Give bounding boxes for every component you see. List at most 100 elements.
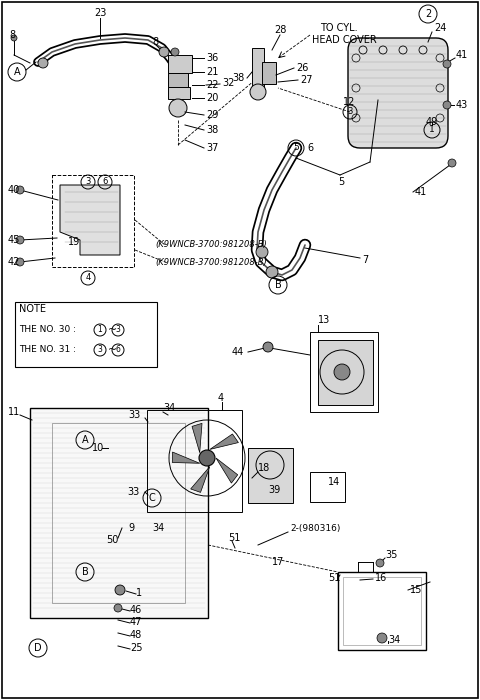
Text: 4: 4 — [218, 393, 224, 403]
Text: 50: 50 — [106, 535, 119, 545]
Text: 51: 51 — [228, 533, 240, 543]
Bar — [15, 302, 157, 367]
Text: 41: 41 — [415, 187, 427, 197]
Text: 20: 20 — [206, 93, 218, 103]
Text: C: C — [149, 493, 156, 503]
Bar — [52, 423, 185, 603]
Text: 3: 3 — [116, 326, 120, 335]
Polygon shape — [210, 434, 239, 449]
Text: 33: 33 — [127, 487, 139, 497]
Text: D: D — [34, 643, 42, 653]
Text: ~: ~ — [108, 345, 117, 355]
Text: 8: 8 — [152, 37, 158, 47]
Text: TO CYL.: TO CYL. — [320, 23, 358, 33]
Text: 51: 51 — [328, 573, 340, 583]
Polygon shape — [216, 458, 238, 483]
Text: 32: 32 — [222, 78, 234, 88]
Text: 49: 49 — [426, 117, 438, 127]
Circle shape — [38, 58, 48, 68]
Text: 43: 43 — [456, 100, 468, 110]
Text: 27: 27 — [300, 75, 312, 85]
Circle shape — [376, 559, 384, 567]
Circle shape — [266, 266, 278, 278]
Text: 36: 36 — [206, 53, 218, 63]
Text: 2-(980316): 2-(980316) — [290, 524, 340, 533]
Text: 11: 11 — [8, 407, 20, 417]
Bar — [318, 340, 373, 405]
Text: 19: 19 — [68, 237, 80, 247]
Text: 18: 18 — [258, 463, 270, 473]
Text: 15: 15 — [410, 585, 422, 595]
Bar — [168, 87, 190, 99]
Text: 3: 3 — [348, 108, 353, 116]
Bar — [338, 572, 426, 650]
Circle shape — [171, 48, 179, 56]
Bar — [168, 73, 188, 87]
Bar — [262, 62, 276, 84]
Circle shape — [256, 246, 268, 258]
Circle shape — [16, 236, 24, 244]
Bar — [252, 48, 264, 88]
Polygon shape — [60, 185, 120, 255]
Circle shape — [443, 101, 451, 109]
Text: 47: 47 — [130, 617, 143, 627]
Text: (K9WNCB-3700:981208-B): (K9WNCB-3700:981208-B) — [155, 241, 267, 249]
Text: 24: 24 — [434, 23, 446, 33]
Circle shape — [115, 585, 125, 595]
Polygon shape — [192, 424, 202, 453]
Bar — [310, 332, 378, 412]
Text: ~: ~ — [108, 325, 117, 335]
Text: 5: 5 — [338, 177, 344, 187]
Text: (K9WNCB-3700:981208-B): (K9WNCB-3700:981208-B) — [155, 258, 267, 267]
Text: 17: 17 — [272, 557, 284, 567]
Text: 46: 46 — [130, 605, 142, 615]
Text: 6: 6 — [102, 178, 108, 186]
Text: 34: 34 — [152, 523, 164, 533]
Text: 3: 3 — [97, 346, 102, 354]
Circle shape — [199, 450, 215, 466]
Bar — [248, 448, 293, 503]
Text: 8: 8 — [9, 30, 15, 40]
Text: 28: 28 — [274, 25, 286, 35]
Circle shape — [250, 84, 266, 100]
Text: 37: 37 — [206, 143, 218, 153]
Text: A: A — [82, 435, 88, 445]
Text: 2: 2 — [425, 9, 431, 19]
Bar — [310, 472, 345, 502]
Text: A: A — [14, 67, 20, 77]
Text: 34: 34 — [163, 403, 175, 413]
Bar — [52, 175, 134, 267]
Text: 23: 23 — [94, 8, 106, 18]
Text: 35: 35 — [385, 550, 397, 560]
Bar — [168, 55, 192, 73]
Text: 13: 13 — [318, 315, 330, 325]
Text: 40: 40 — [8, 185, 20, 195]
Text: 1: 1 — [429, 125, 435, 134]
Text: 39: 39 — [268, 485, 280, 495]
Text: THE NO. 31 :: THE NO. 31 : — [19, 346, 76, 354]
Text: 45: 45 — [8, 235, 20, 245]
Circle shape — [443, 60, 451, 68]
Text: 29: 29 — [206, 110, 218, 120]
Text: 26: 26 — [296, 63, 308, 73]
Text: B: B — [275, 280, 281, 290]
Text: HEAD COVER: HEAD COVER — [312, 35, 377, 45]
Text: 12: 12 — [343, 97, 355, 107]
Text: 1: 1 — [136, 588, 142, 598]
Text: 9: 9 — [128, 523, 134, 533]
Text: 41: 41 — [456, 50, 468, 60]
Text: 6: 6 — [307, 143, 313, 153]
Polygon shape — [172, 452, 200, 463]
Text: 38: 38 — [233, 73, 245, 83]
Polygon shape — [191, 467, 210, 492]
Text: 16: 16 — [375, 573, 387, 583]
Text: 22: 22 — [206, 80, 218, 90]
Text: 1: 1 — [97, 326, 102, 335]
Circle shape — [16, 258, 24, 266]
Text: NOTE: NOTE — [19, 304, 46, 314]
Bar — [343, 577, 421, 645]
Bar — [147, 410, 242, 512]
Text: 42: 42 — [8, 257, 20, 267]
Text: B: B — [82, 567, 88, 577]
Text: 44: 44 — [232, 347, 244, 357]
